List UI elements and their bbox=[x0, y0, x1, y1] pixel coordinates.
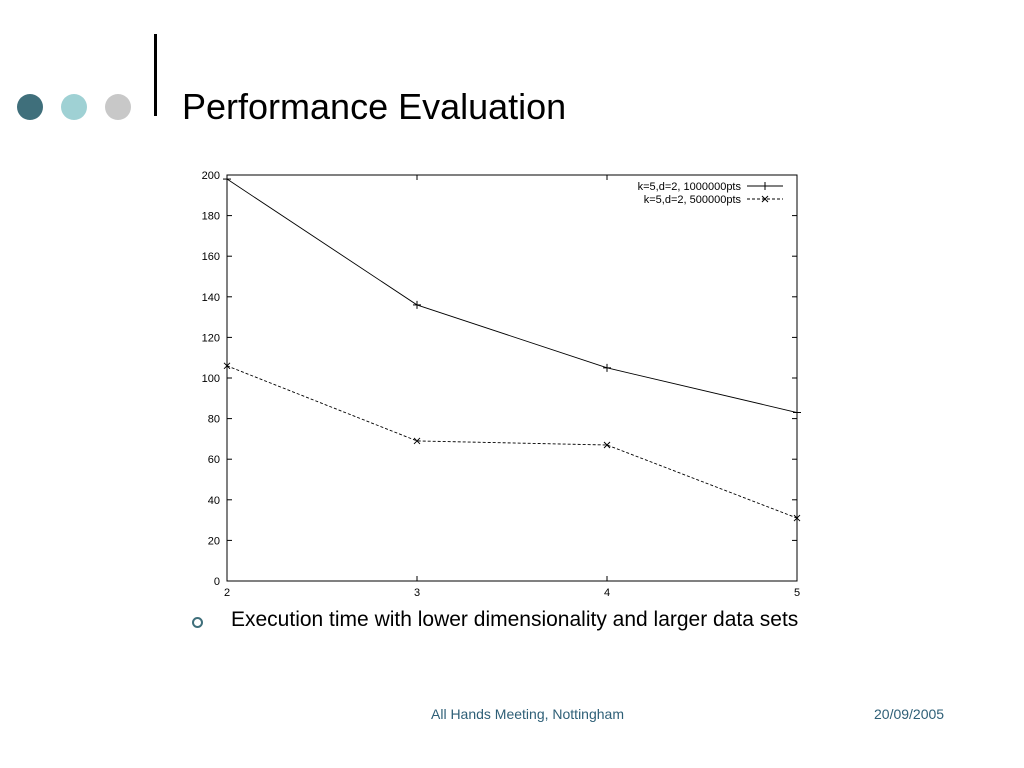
title-divider bbox=[154, 34, 157, 116]
legend-marker-2 bbox=[761, 195, 769, 203]
y-tick-label: 80 bbox=[208, 414, 220, 426]
dot-teal bbox=[61, 94, 87, 120]
y-tick-label: 0 bbox=[214, 576, 220, 588]
y-tick-label: 180 bbox=[202, 211, 220, 223]
y-tick-label: 60 bbox=[208, 454, 220, 466]
series-line-2 bbox=[226, 365, 798, 519]
series-2-point bbox=[603, 441, 611, 449]
line-chart: 0 20 40 60 80 100 120 140 160 180 200 2 3 4 5 k=5,d=2, … bbox=[202, 170, 801, 599]
series-2-point bbox=[793, 514, 801, 522]
footer-event: All Hands Meeting, Nottingham bbox=[431, 706, 624, 722]
decorative-dots bbox=[17, 94, 137, 122]
series-2-point bbox=[413, 437, 421, 445]
legend-label-2: k=5,d=2, 500000pts bbox=[644, 194, 742, 206]
y-tick-label: 160 bbox=[202, 251, 220, 263]
y-tick-label: 140 bbox=[202, 292, 220, 304]
x-tick-label: 2 bbox=[224, 587, 230, 599]
y-tick-label: 20 bbox=[208, 535, 220, 547]
y-tick-label: 100 bbox=[202, 373, 220, 385]
dot-dark bbox=[17, 94, 43, 120]
x-tick-label: 4 bbox=[604, 587, 610, 599]
y-tick-label: 200 bbox=[202, 170, 220, 182]
bullet-text: Execution time with lower dimensionality… bbox=[231, 608, 799, 631]
y-tick-label: 40 bbox=[208, 495, 220, 507]
y-tick-label: 120 bbox=[202, 332, 220, 344]
series-line-1 bbox=[226, 178, 798, 413]
bullet-icon bbox=[192, 617, 203, 628]
footer-date: 20/09/2005 bbox=[874, 706, 945, 722]
slide-title: Performance Evaluation bbox=[182, 86, 567, 127]
legend-label-1: k=5,d=2, 1000000pts bbox=[638, 181, 742, 193]
dot-gray bbox=[105, 94, 131, 120]
series-2-point bbox=[223, 362, 231, 370]
x-tick-label: 5 bbox=[794, 587, 800, 599]
x-tick-label: 3 bbox=[414, 587, 420, 599]
